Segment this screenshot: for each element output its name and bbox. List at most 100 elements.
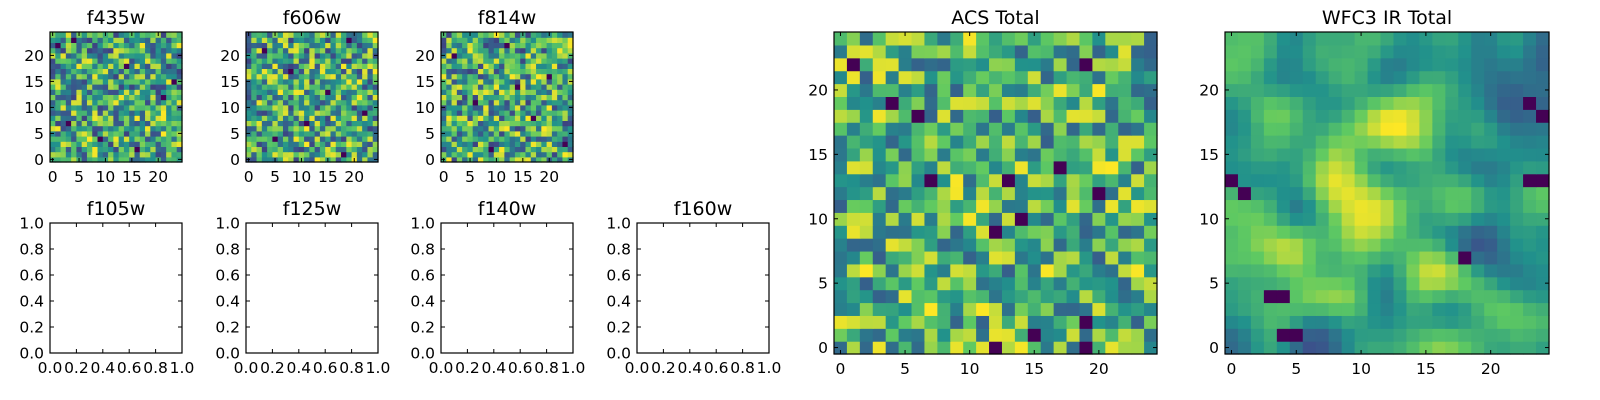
heatmap-cell xyxy=(834,263,848,278)
heatmap-cell xyxy=(150,94,157,101)
heatmap-cell xyxy=(1445,302,1459,316)
x-tick-label: 20 xyxy=(1481,360,1501,378)
heatmap-cell xyxy=(504,115,511,121)
heatmap-cell xyxy=(282,63,289,69)
heatmap-cell xyxy=(86,63,93,69)
heatmap-cell xyxy=(456,89,463,95)
x-tick-label: 20 xyxy=(539,168,559,186)
heatmap-cell xyxy=(166,78,173,85)
heatmap-cell xyxy=(1131,57,1145,72)
heatmap-cell xyxy=(1497,44,1511,59)
heatmap-cell xyxy=(150,130,157,137)
heatmap-cell xyxy=(441,125,447,132)
heatmap-cell xyxy=(467,63,474,69)
heatmap-cell xyxy=(1341,302,1356,316)
heatmap-cell xyxy=(872,263,887,278)
heatmap-cell xyxy=(1118,173,1132,188)
heatmap-cell xyxy=(1105,147,1119,162)
heatmap-cell xyxy=(1144,109,1158,123)
heatmap-cell xyxy=(514,52,521,59)
heatmap-cell xyxy=(989,263,1003,278)
heatmap-cell xyxy=(462,104,468,111)
heatmap-cell xyxy=(509,130,516,137)
heatmap-cell xyxy=(1040,225,1055,239)
heatmap-cell xyxy=(325,141,332,147)
heatmap-cell xyxy=(446,42,453,49)
heatmap-cell xyxy=(937,289,951,304)
heatmap-cell xyxy=(976,122,990,136)
heatmap-cell xyxy=(456,151,463,158)
heatmap-cell xyxy=(267,136,273,142)
heatmap-cell xyxy=(1225,70,1239,85)
heatmap-cell xyxy=(859,135,874,149)
heatmap-cell xyxy=(509,141,516,147)
heatmap-cell xyxy=(483,78,490,85)
heatmap-cell xyxy=(86,99,93,106)
heatmap-cell xyxy=(367,63,374,69)
heatmap-cell xyxy=(1445,44,1459,59)
heatmap-cell xyxy=(1105,302,1119,316)
heatmap-cell xyxy=(451,89,458,95)
heatmap-cell xyxy=(963,250,977,265)
heatmap-cell xyxy=(50,68,56,75)
heatmap-cell xyxy=(1040,328,1055,342)
heatmap-cell xyxy=(1289,135,1304,149)
heatmap-cell xyxy=(472,115,479,121)
heatmap-cell xyxy=(567,110,574,116)
heatmap-cell xyxy=(1432,212,1446,226)
heatmap-cell xyxy=(346,47,353,54)
x-tick-label: 0 xyxy=(1227,360,1237,378)
heatmap-cell xyxy=(319,63,326,69)
heatmap-cell xyxy=(367,37,374,43)
heatmap-cell xyxy=(108,151,114,158)
heatmap-cell xyxy=(1497,122,1511,136)
heatmap-cell xyxy=(514,151,521,158)
heatmap-cell xyxy=(1040,238,1055,252)
heatmap-cell xyxy=(65,78,72,85)
heatmap-cell xyxy=(160,68,167,75)
heatmap-cell xyxy=(55,78,62,85)
heatmap-cell xyxy=(1367,302,1382,316)
y-tick-label: 1.0 xyxy=(19,215,44,233)
heatmap-cell xyxy=(1523,186,1537,201)
heatmap-cell xyxy=(937,135,951,149)
heatmap-cell xyxy=(60,63,67,69)
heatmap-cell xyxy=(924,32,938,46)
heatmap-cell xyxy=(1380,44,1395,59)
heatmap-cell xyxy=(541,68,548,75)
heatmap-cell xyxy=(335,115,342,121)
heatmap-cell xyxy=(477,156,484,163)
heatmap-cell xyxy=(351,89,358,95)
heatmap-cell xyxy=(1092,302,1106,316)
heatmap-cell xyxy=(885,315,900,329)
heatmap-cell xyxy=(150,47,157,54)
heatmap-cell xyxy=(123,68,130,75)
heatmap-cell xyxy=(1302,341,1317,355)
heatmap-cell xyxy=(963,173,977,188)
heatmap-cell xyxy=(150,78,157,85)
heatmap-image xyxy=(834,32,1158,355)
heatmap-cell xyxy=(293,136,300,142)
heatmap-cell xyxy=(1406,276,1420,291)
heatmap-cell xyxy=(139,99,146,106)
heatmap-cell xyxy=(60,32,67,38)
heatmap-cell xyxy=(488,146,495,153)
heatmap-cell xyxy=(81,94,88,101)
heatmap-cell xyxy=(1471,238,1485,252)
heatmap-cell xyxy=(309,156,316,163)
heatmap-cell xyxy=(92,32,99,38)
heatmap-cell xyxy=(134,58,141,64)
heatmap-cell xyxy=(1144,276,1158,291)
heatmap-cell xyxy=(1315,289,1330,304)
heatmap-cell xyxy=(911,212,926,226)
heatmap-cell xyxy=(1341,238,1356,252)
heatmap-cell xyxy=(488,58,495,64)
heatmap-cell xyxy=(1237,289,1252,304)
heatmap-cell xyxy=(356,78,363,85)
heatmap-cell xyxy=(356,130,363,137)
heatmap-cell xyxy=(298,84,305,90)
heatmap-cell xyxy=(1053,70,1068,85)
heatmap-cell xyxy=(976,173,990,188)
heatmap-cell xyxy=(504,63,511,69)
